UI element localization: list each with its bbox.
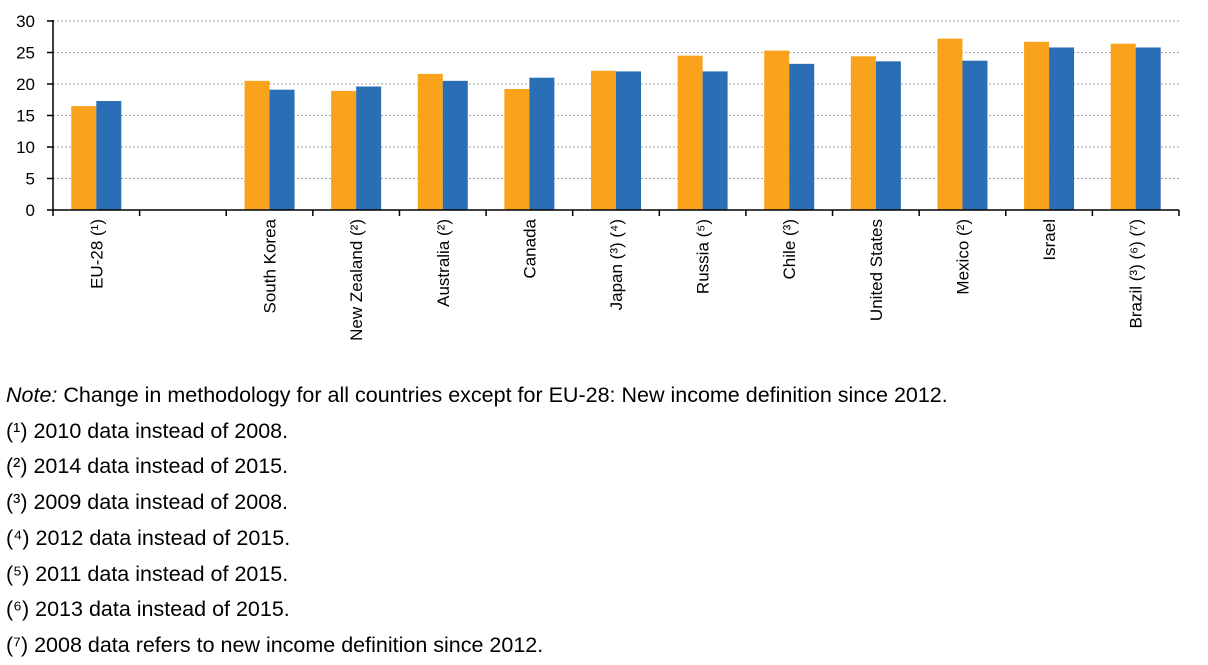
footnote-5: (⁵) 2011 data instead of 2015. (6, 561, 289, 586)
x-tick-label: South Korea (261, 218, 280, 313)
bar-series2 (875, 61, 901, 210)
footnote-7: (⁷) 2008 data refers to new income defin… (6, 632, 544, 657)
bar-series2 (442, 80, 468, 210)
bar-chart: 0 5 10 15 20 25 30 EU-28 (¹) South Korea New Zeal… (16, 12, 1180, 341)
bar-series1 (850, 56, 876, 210)
bar-series2 (96, 101, 122, 210)
bar-series2 (356, 86, 382, 210)
footnote-2: (²) 2014 data instead of 2015. (6, 454, 289, 479)
x-tick-label: Australia (²) (434, 219, 453, 307)
x-tick-label: Canada (520, 218, 539, 278)
y-tick-label: 20 (16, 75, 35, 94)
y-tick-label: 25 (16, 44, 35, 63)
x-tick-label: Israel (1040, 219, 1059, 261)
x-tick-label: New Zealand (²) (347, 219, 366, 341)
y-tick-label: 15 (16, 107, 35, 126)
bar-series1 (937, 38, 963, 210)
footnote-6: (⁶) 2013 data instead of 2015. (6, 597, 290, 622)
note-main: Change in methodology for all countries … (57, 383, 948, 407)
note-lead: Note: (6, 383, 58, 407)
bar-series1 (1024, 41, 1050, 210)
y-tick-label: 5 (26, 170, 35, 189)
bar-series2 (1049, 47, 1075, 211)
bar-series2 (269, 89, 295, 210)
bar-series2 (529, 77, 555, 210)
footnote-1: (¹) 2010 data instead of 2008. (6, 418, 289, 443)
x-tick-label: United States (867, 219, 886, 321)
y-tick-label: 10 (16, 138, 35, 157)
x-tick-label: Russia (⁵) (694, 219, 713, 294)
x-tick-label: Mexico (²) (953, 219, 972, 295)
y-tick-label: 0 (26, 201, 35, 220)
bar-series1 (764, 50, 790, 210)
x-tick-label: Japan (³) (⁴) (607, 219, 626, 310)
x-tick-label: Chile (³) (780, 219, 799, 279)
bar-series2 (789, 63, 815, 211)
footnote-4: (⁴) 2012 data instead of 2015. (6, 525, 291, 550)
bar-series2 (962, 60, 988, 210)
bar-series1 (1110, 43, 1136, 211)
chart-notes: Note: Change in methodology for all coun… (6, 378, 1201, 664)
bar-series2 (702, 71, 728, 211)
bar-series1 (417, 73, 443, 210)
bar-series1 (331, 90, 357, 210)
bar-series1 (244, 80, 270, 210)
methodology-note: Note: Change in methodology for all coun… (6, 378, 1201, 414)
y-tick-label: 30 (16, 12, 35, 31)
x-tick-label: Brazil (³) (⁶) (⁷) (1127, 219, 1146, 328)
bar-series1 (504, 89, 530, 210)
footnote-3: (³) 2009 data instead of 2008. (6, 490, 289, 515)
x-tick-label: EU-28 (¹) (87, 219, 106, 289)
bar-series2 (616, 71, 641, 211)
bar-series1 (677, 55, 703, 211)
bar-series1 (591, 70, 616, 211)
bar-series1 (71, 106, 97, 210)
bar-series2 (1135, 47, 1161, 211)
